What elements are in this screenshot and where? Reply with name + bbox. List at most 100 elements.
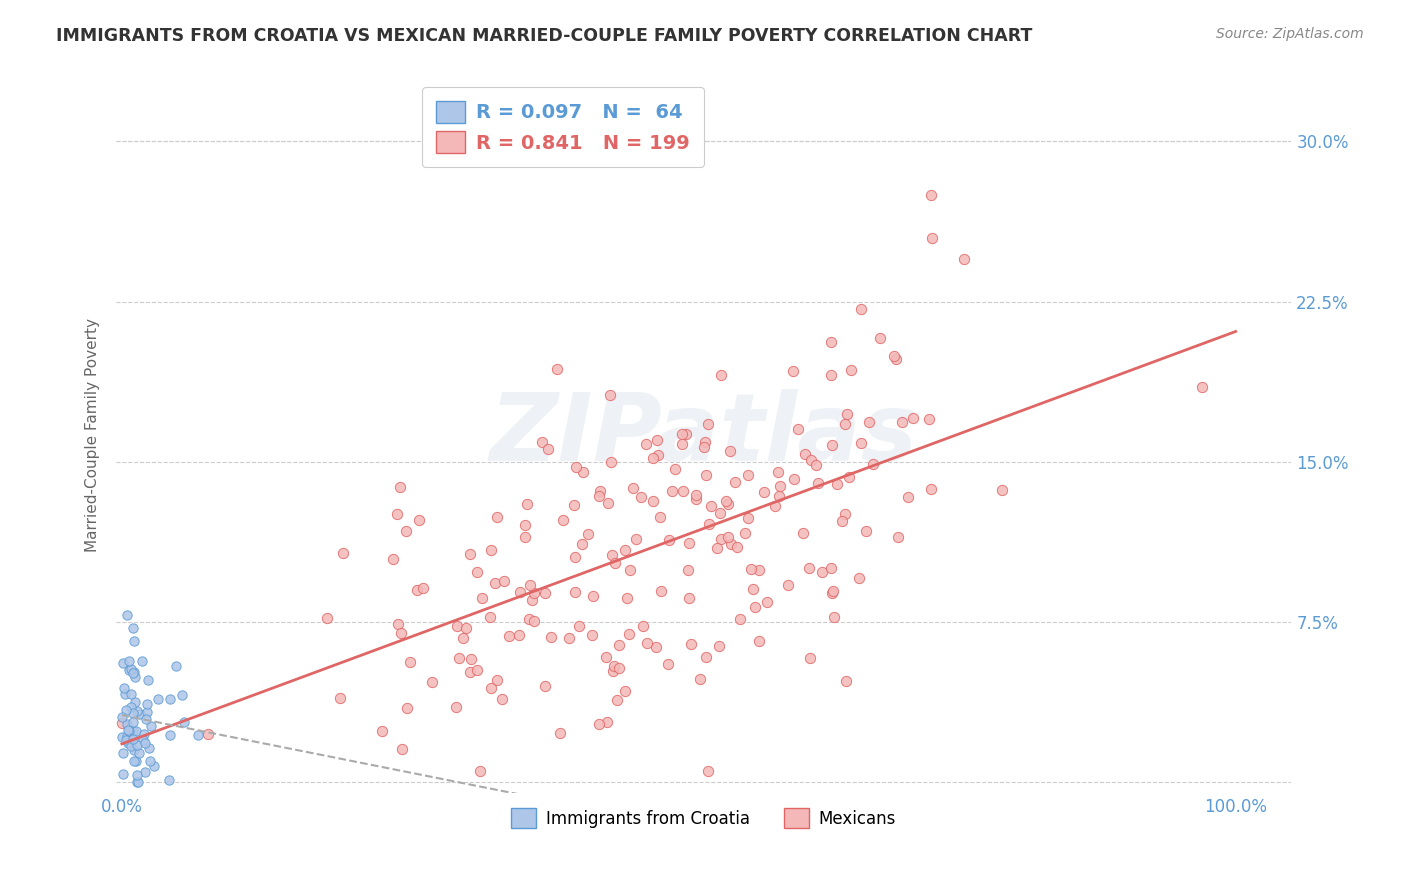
Point <box>581 628 603 642</box>
Legend: Immigrants from Croatia, Mexicans: Immigrants from Croatia, Mexicans <box>505 802 903 834</box>
Point <box>834 417 856 431</box>
Point <box>827 477 849 491</box>
Point <box>636 437 658 451</box>
Point <box>125 738 148 752</box>
Point <box>903 411 925 425</box>
Point <box>695 468 717 483</box>
Point <box>471 591 494 605</box>
Point <box>125 724 148 739</box>
Point <box>115 729 138 743</box>
Point <box>546 362 568 376</box>
Point <box>498 629 520 643</box>
Point <box>132 732 155 747</box>
Point <box>630 490 652 504</box>
Point <box>831 514 853 528</box>
Point <box>114 687 136 701</box>
Point <box>782 364 804 378</box>
Point <box>129 707 152 722</box>
Point <box>124 743 146 757</box>
Point <box>478 609 501 624</box>
Point <box>820 368 842 382</box>
Point <box>595 649 617 664</box>
Point <box>641 450 664 465</box>
Point <box>582 589 605 603</box>
Point <box>332 546 354 560</box>
Point <box>783 472 806 486</box>
Point <box>664 462 686 476</box>
Point <box>118 723 141 738</box>
Point <box>710 532 733 546</box>
Point <box>755 595 778 609</box>
Point <box>734 525 756 540</box>
Point <box>564 550 586 565</box>
Point <box>127 775 149 789</box>
Point <box>918 412 941 426</box>
Point <box>619 563 641 577</box>
Point <box>740 562 762 576</box>
Point <box>454 620 477 634</box>
Point <box>516 497 538 511</box>
Point <box>849 436 872 450</box>
Point <box>603 659 626 673</box>
Point <box>839 363 862 377</box>
Point <box>121 706 143 720</box>
Point <box>643 493 665 508</box>
Point <box>672 484 695 499</box>
Point <box>408 513 430 527</box>
Point <box>835 674 858 689</box>
Point <box>820 561 842 575</box>
Point <box>602 664 624 678</box>
Point <box>648 510 671 524</box>
Point <box>523 614 546 628</box>
Point <box>724 475 747 489</box>
Point <box>737 511 759 525</box>
Point <box>460 548 482 562</box>
Point <box>564 460 586 475</box>
Point <box>766 465 789 479</box>
Point <box>576 527 599 541</box>
Point <box>548 726 571 740</box>
Point <box>165 658 187 673</box>
Point <box>479 681 502 696</box>
Point <box>460 652 482 666</box>
Point <box>714 493 737 508</box>
Point <box>855 524 877 538</box>
Point <box>787 422 810 436</box>
Point <box>135 698 157 712</box>
Point <box>607 638 630 652</box>
Point <box>481 542 503 557</box>
Point <box>675 427 697 442</box>
Point <box>589 483 612 498</box>
Point <box>645 640 668 654</box>
Point <box>858 415 880 429</box>
Point <box>600 455 623 469</box>
Text: ZIPatlas: ZIPatlas <box>489 389 918 481</box>
Point <box>120 699 142 714</box>
Point <box>446 700 468 714</box>
Point <box>920 187 942 202</box>
Point <box>921 230 943 244</box>
Point <box>125 704 148 718</box>
Point <box>519 578 541 592</box>
Point <box>685 488 707 502</box>
Point <box>558 631 581 645</box>
Point <box>617 626 640 640</box>
Point <box>568 619 591 633</box>
Point <box>117 608 139 623</box>
Point <box>695 650 717 665</box>
Point <box>533 679 555 693</box>
Point <box>122 714 145 729</box>
Point <box>537 442 560 456</box>
Point <box>513 517 536 532</box>
Point <box>115 717 138 731</box>
Point <box>128 746 150 760</box>
Point <box>710 368 733 382</box>
Point <box>838 470 860 484</box>
Point <box>624 533 647 547</box>
Point <box>658 533 681 547</box>
Point <box>533 585 555 599</box>
Point <box>135 712 157 726</box>
Point <box>897 491 920 505</box>
Point <box>606 693 628 707</box>
Point <box>120 739 142 753</box>
